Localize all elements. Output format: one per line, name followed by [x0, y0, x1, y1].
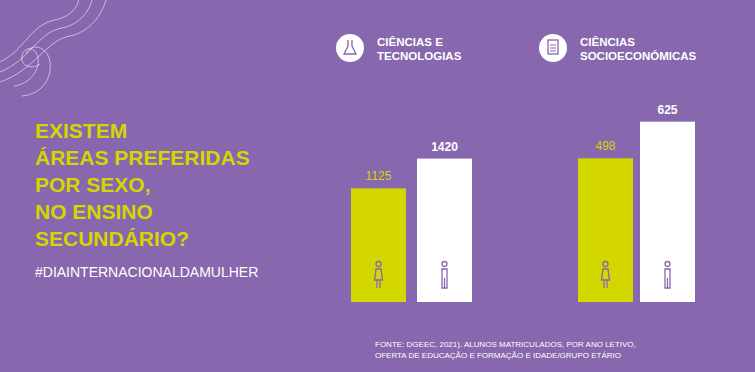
- swirl: [0, 0, 106, 82]
- category-icon: [336, 34, 364, 62]
- data-label: 1125: [366, 169, 392, 183]
- headline: EXISTEMÁREAS PREFERIDASPOR SEXO,NO ENSIN…: [35, 119, 250, 250]
- background: [0, 0, 755, 372]
- swirl: [22, 47, 50, 96]
- infographic: EXISTEMÁREAS PREFERIDASPOR SEXO,NO ENSIN…: [0, 0, 755, 372]
- category-icon: [539, 34, 567, 62]
- source: FONTE: DGEEC, 2021). ALUNOS MATRICULADOS…: [375, 340, 636, 360]
- bar: [351, 188, 406, 302]
- swirl: [0, 0, 78, 62]
- swirl: [0, 0, 92, 72]
- female-icon: [602, 262, 610, 289]
- data-label: 625: [657, 103, 677, 117]
- chart-title: CIÊNCIASSOCIOECONÓMICAS: [580, 36, 697, 62]
- male-icon: [442, 262, 447, 289]
- bar-chart: CIÊNCIASSOCIOECONÓMICAS 498 625: [539, 34, 697, 302]
- bar-chart: CIÊNCIAS ETECNOLOGIAS 1125 1420: [336, 34, 472, 302]
- chart-title: CIÊNCIAS ETECNOLOGIAS: [377, 36, 462, 62]
- bars: [351, 159, 472, 302]
- bars: [578, 122, 695, 302]
- data-label: 1420: [431, 140, 458, 154]
- decoration: [0, 0, 106, 96]
- bar: [640, 122, 695, 302]
- bar: [417, 159, 472, 302]
- data-label: 498: [595, 139, 615, 153]
- female-icon: [375, 262, 383, 289]
- hashtag: #DIAINTERNACIONALDAMULHER: [35, 264, 258, 280]
- male-icon: [665, 262, 670, 289]
- bar: [578, 158, 633, 302]
- swirl: [14, 49, 40, 86]
